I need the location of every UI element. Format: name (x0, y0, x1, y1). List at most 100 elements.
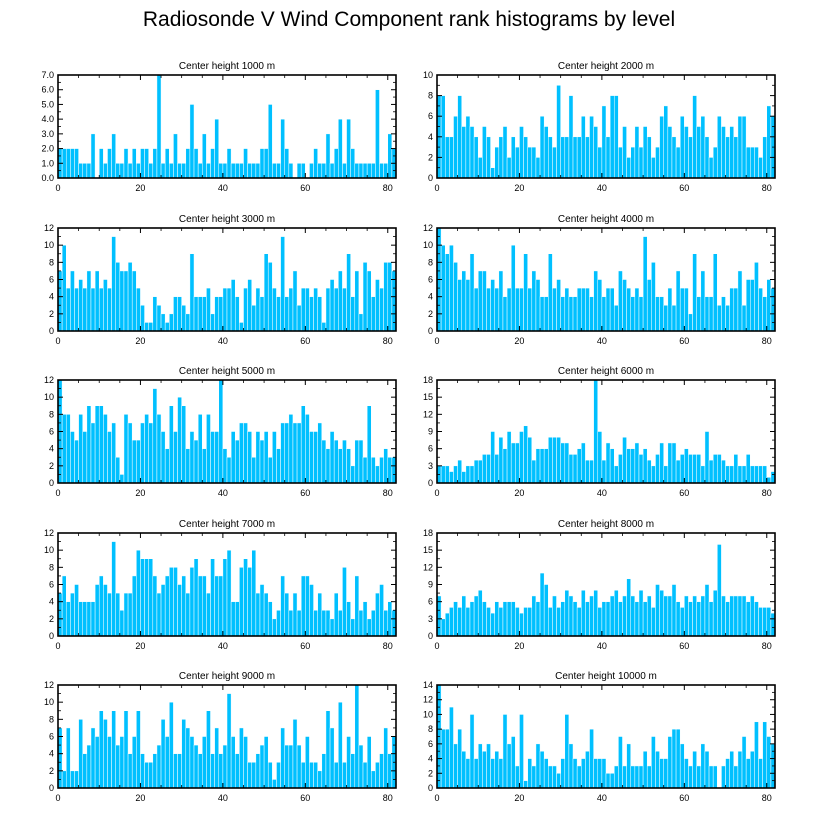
bar (197, 753, 203, 789)
bar (646, 595, 652, 637)
bar (375, 762, 380, 789)
bar (358, 313, 364, 332)
bar (585, 136, 590, 179)
bar (704, 296, 710, 332)
bar (189, 104, 195, 179)
bar (556, 436, 561, 484)
bar (494, 750, 500, 789)
bar (173, 431, 178, 484)
bar (300, 762, 306, 789)
bar (444, 136, 450, 179)
bar (288, 610, 294, 637)
chart-main-title: Radiosonde V Wind Component rank histogr… (142, 8, 676, 31)
bar (581, 442, 586, 484)
bar (181, 163, 187, 179)
bar (144, 322, 149, 332)
bar (350, 296, 356, 332)
bar (202, 575, 207, 637)
bar (539, 572, 545, 637)
bar (506, 743, 512, 789)
bar (338, 701, 343, 789)
bar (131, 575, 137, 637)
bar (164, 448, 170, 484)
bar (585, 287, 590, 332)
bar (729, 465, 735, 484)
bar (696, 601, 702, 637)
y-tick-label: 2 (49, 614, 54, 624)
bar (646, 279, 652, 332)
y-tick-label: 8 (49, 257, 54, 267)
bar (655, 146, 660, 179)
bar (123, 270, 129, 332)
bar (313, 287, 318, 332)
bar (338, 118, 343, 179)
bar (305, 575, 310, 637)
bar (688, 765, 693, 789)
panel-8: 0 3 6 9 12 15 18 0 20 40 60 80 Center height 8000 m (423, 519, 776, 651)
bar (98, 710, 104, 789)
bar (181, 719, 187, 789)
bar (725, 601, 730, 637)
bar (127, 592, 133, 637)
bar (383, 262, 389, 332)
bar (305, 287, 310, 332)
bar (222, 448, 228, 484)
bar (750, 750, 755, 789)
bar (535, 743, 541, 789)
bar (729, 595, 735, 637)
x-tick-label: 60 (679, 641, 689, 651)
bar (630, 296, 636, 332)
panel-2: 0 2 4 6 8 10 0 20 40 60 80 Center height 2000 m (423, 61, 776, 193)
bar (741, 595, 747, 637)
bar (523, 253, 528, 332)
bar (560, 296, 566, 332)
bar (247, 279, 252, 332)
bar (601, 105, 607, 179)
bar (251, 305, 257, 332)
bar (721, 126, 726, 179)
bar (733, 765, 739, 789)
bar (288, 744, 294, 789)
bar (267, 457, 273, 484)
y-tick-label: 0 (49, 631, 54, 641)
bar (465, 279, 471, 332)
bar (531, 459, 537, 484)
bar (630, 595, 636, 637)
bar (140, 422, 145, 484)
y-tick-label: 12 (423, 409, 433, 419)
bar (543, 448, 549, 484)
y-tick-label: 2 (428, 309, 433, 319)
bar (305, 736, 310, 789)
bar (539, 448, 545, 484)
bar (486, 454, 491, 484)
bar (329, 618, 335, 637)
bar (342, 439, 347, 484)
bar (659, 442, 664, 484)
bar (206, 287, 211, 332)
bar (317, 592, 323, 637)
bar (144, 558, 149, 637)
x-tick-label: 60 (300, 183, 310, 193)
bar (692, 750, 697, 789)
bar (477, 743, 483, 789)
y-tick-label: 6 (428, 739, 433, 749)
bar (510, 442, 516, 484)
bar (729, 287, 735, 332)
bar (333, 592, 339, 637)
bar (461, 595, 467, 637)
bar (704, 136, 710, 179)
bar (366, 405, 372, 484)
bar (61, 244, 67, 332)
bar (173, 133, 178, 179)
bar (317, 296, 323, 332)
y-tick-label: 10 (423, 709, 433, 719)
bar (646, 765, 652, 789)
bar (280, 575, 285, 637)
bar (465, 758, 471, 789)
bar (98, 287, 104, 332)
bar (160, 719, 166, 789)
panel-title: Center height 4000 m (558, 214, 654, 225)
bar (292, 270, 298, 332)
bar (346, 253, 351, 332)
bar (708, 296, 714, 332)
